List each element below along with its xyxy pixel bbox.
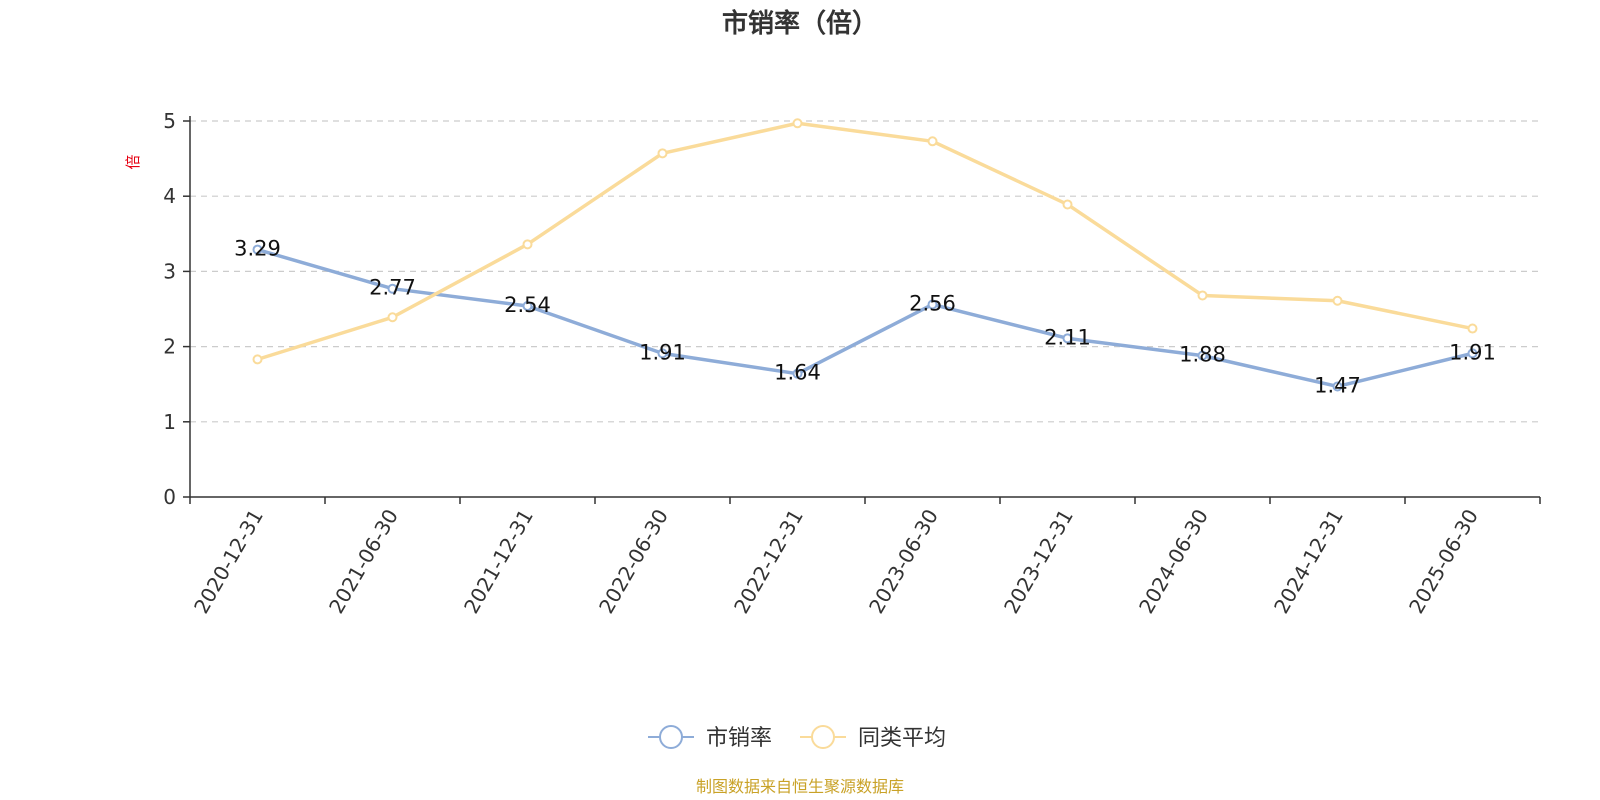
data-label: 1.91 <box>1449 340 1496 364</box>
y-tick-label: 2 <box>163 335 176 359</box>
x-tick-label: 2022-06-30 <box>594 505 673 618</box>
data-label: 2.54 <box>504 293 551 317</box>
data-point <box>1332 381 1343 392</box>
data-point <box>1332 295 1343 306</box>
data-label: 2.56 <box>909 291 956 315</box>
data-point <box>1197 290 1208 301</box>
source-note: 制图数据来自恒生聚源数据库 <box>696 777 904 796</box>
data-point <box>522 239 533 250</box>
legend[interactable]: 市销率 同类平均 <box>648 725 946 751</box>
axes: 0 1 2 3 4 5 2020-12-31 2021-06-30 2021-12-31 2022… <box>163 109 1541 618</box>
data-point <box>657 348 668 359</box>
data-point <box>522 300 533 311</box>
data-point <box>252 354 263 365</box>
x-tick-label: 2024-06-30 <box>1134 505 1213 618</box>
x-tick-label: 2022-12-31 <box>729 505 808 618</box>
x-tick-label: 2020-12-31 <box>189 505 268 618</box>
legend-marker-circle[interactable] <box>811 725 835 749</box>
y-tick-label: 5 <box>163 109 176 133</box>
x-tick-label: 2021-12-31 <box>459 505 538 618</box>
legend-item-label[interactable]: 同类平均 <box>858 726 946 751</box>
y-tick-label: 4 <box>163 184 176 208</box>
legend-item-label[interactable]: 市销率 <box>706 726 772 751</box>
x-tick-label: 2023-06-30 <box>864 505 943 618</box>
data-point <box>1467 323 1478 334</box>
legend-marker-circle[interactable] <box>659 725 683 749</box>
data-point <box>252 244 263 255</box>
x-tick-label: 2023-12-31 <box>999 505 1078 618</box>
chart-title: 市销率（倍） <box>722 8 878 39</box>
data-point <box>1197 350 1208 361</box>
data-point <box>927 136 938 147</box>
series-layer <box>252 118 1478 392</box>
data-label: 1.88 <box>1179 343 1226 367</box>
series-line <box>255 247 1475 389</box>
x-tick-label: 2021-06-30 <box>324 505 403 618</box>
data-point <box>657 148 668 159</box>
data-point <box>1467 348 1478 359</box>
y-tick-label: 3 <box>163 259 176 283</box>
series-line <box>255 121 1475 362</box>
data-label: 2.11 <box>1044 325 1091 349</box>
y-axis-unit: 倍 <box>124 154 142 169</box>
data-labels: 3.29 2.77 2.54 1.91 1.64 2.56 2.11 1.88 1.47 1.91 <box>234 237 1496 398</box>
data-point <box>792 118 803 129</box>
data-point <box>927 299 938 310</box>
x-tick-label: 2024-12-31 <box>1269 505 1348 618</box>
data-label: 1.64 <box>774 361 821 385</box>
data-label: 3.29 <box>234 237 281 261</box>
data-point <box>1062 333 1073 344</box>
data-point <box>387 283 398 294</box>
data-point <box>1062 199 1073 210</box>
y-tick-label: 1 <box>163 410 176 434</box>
data-point <box>387 312 398 323</box>
x-tick-label: 2025-06-30 <box>1404 505 1483 618</box>
data-label: 2.77 <box>369 276 416 300</box>
y-tick-label: 0 <box>163 485 176 509</box>
data-point <box>792 368 803 379</box>
data-label: 1.47 <box>1314 373 1361 397</box>
grid-lines <box>190 120 1540 423</box>
data-label: 1.91 <box>639 340 686 364</box>
